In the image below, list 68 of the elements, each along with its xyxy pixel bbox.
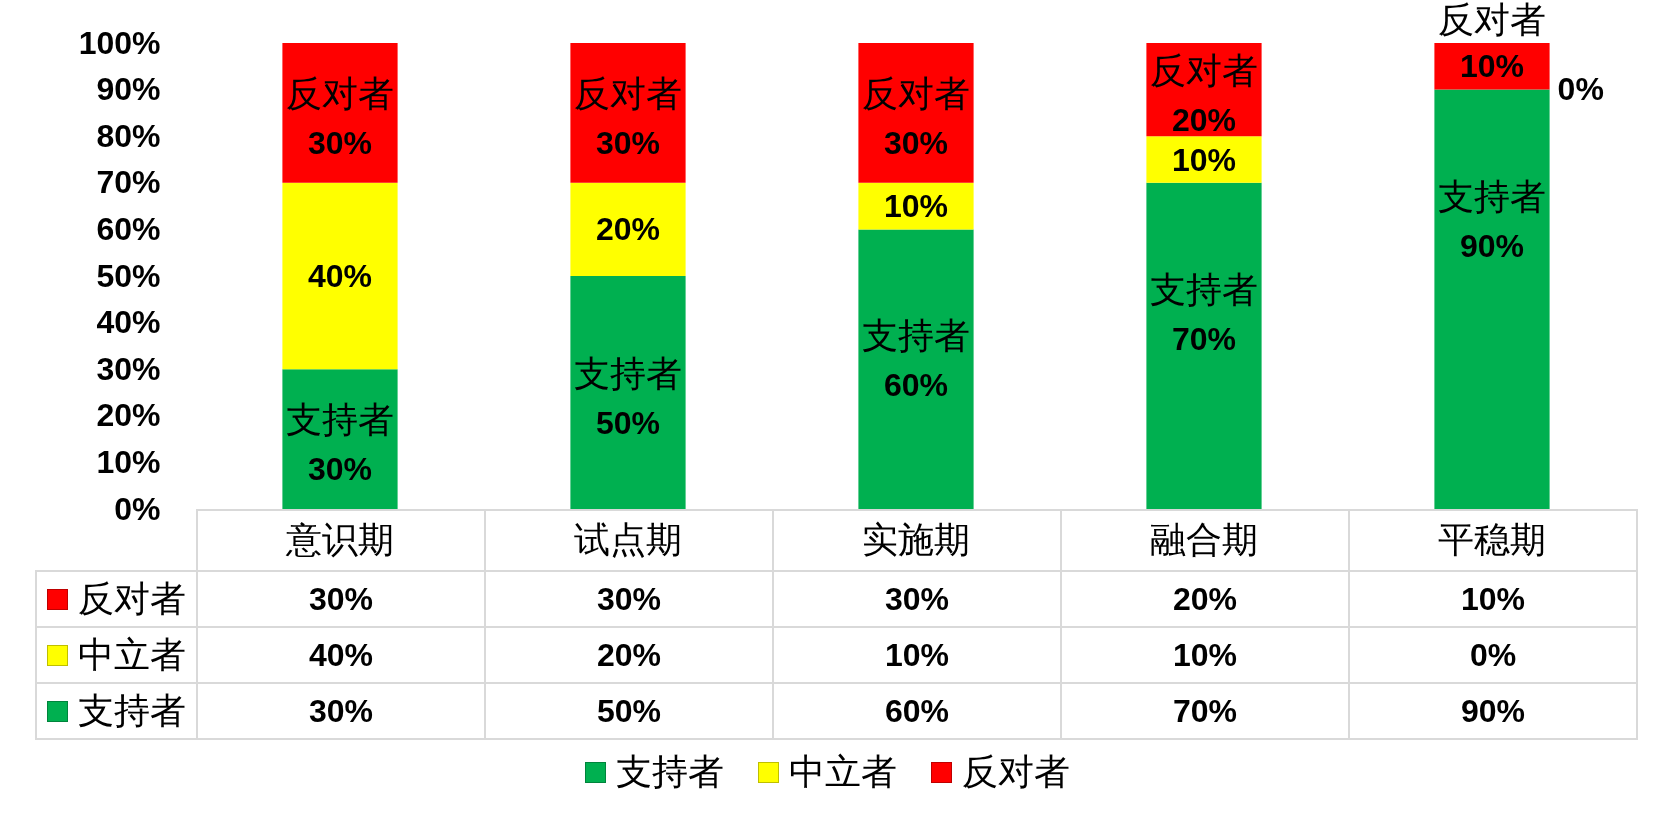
legend-label: 中立者 xyxy=(78,633,186,675)
text: 20% xyxy=(595,211,661,248)
annotation: 反对者 xyxy=(574,72,682,114)
annotation: 反对者 xyxy=(1150,49,1258,91)
data-label: 60% xyxy=(884,692,950,729)
y-tick-label: 20% xyxy=(96,397,161,434)
data-label: 40% xyxy=(308,636,374,673)
data-label: 10% xyxy=(884,636,950,673)
annotation: 支持者 xyxy=(1438,175,1546,217)
data-label: 10% xyxy=(1460,580,1526,617)
y-tick-label: 60% xyxy=(96,210,161,247)
text: 20% xyxy=(1171,101,1237,138)
text: 反对者 xyxy=(961,751,1070,792)
text: 10% xyxy=(1171,141,1237,178)
text: 0% xyxy=(1557,70,1604,107)
annotation: 支持者 xyxy=(574,352,682,394)
data-label: 10% xyxy=(1172,636,1238,673)
y-tick-label: 40% xyxy=(96,304,161,341)
text: 70% xyxy=(1171,320,1237,357)
text: 60% xyxy=(883,367,949,404)
data-label: 50% xyxy=(596,692,662,729)
y-tick-label: 10% xyxy=(96,443,161,480)
y-tick-label: 0% xyxy=(114,490,161,527)
text: 30% xyxy=(595,124,661,161)
text: 40% xyxy=(307,258,373,294)
y-tick-label: 50% xyxy=(96,257,161,294)
bar xyxy=(282,182,398,370)
y-tick-label: 30% xyxy=(96,350,161,387)
x-tick-label: 试点期 xyxy=(574,518,682,560)
data-label: 30% xyxy=(884,580,950,617)
bar xyxy=(1434,89,1550,509)
bar xyxy=(858,229,974,509)
annotation: 反对者 xyxy=(286,72,394,114)
annotation: 反对者 xyxy=(862,72,970,114)
data-label: 20% xyxy=(1172,580,1238,617)
text: 10% xyxy=(1459,48,1525,85)
data-label: 30% xyxy=(596,580,662,617)
x-tick-label: 实施期 xyxy=(862,518,970,560)
text: 30% xyxy=(307,124,373,161)
data-label: 90% xyxy=(1460,692,1526,729)
data-label: 30% xyxy=(308,692,374,729)
text: 90% xyxy=(1459,227,1525,264)
bar xyxy=(570,276,686,509)
x-tick-label: 融合期 xyxy=(1150,518,1258,560)
data-label: 0% xyxy=(1469,636,1517,673)
text: 中立者 xyxy=(788,751,897,792)
bar xyxy=(570,182,686,276)
annotation: 支持者 xyxy=(1150,268,1258,310)
y-tick-label: 70% xyxy=(96,164,161,201)
x-tick-label: 意识期 xyxy=(285,518,394,560)
y-tick-label: 80% xyxy=(96,117,161,154)
annotation: 反对者 xyxy=(1438,0,1546,40)
text: 30% xyxy=(883,124,949,161)
data-label: 30% xyxy=(308,580,374,617)
text: 支持者 xyxy=(615,751,724,792)
text: 30% xyxy=(307,451,373,488)
annotation: 支持者 xyxy=(286,399,394,441)
legend-label: 支持者 xyxy=(78,689,186,731)
text: 50% xyxy=(595,404,661,441)
x-tick-label: 平稳期 xyxy=(1438,518,1546,560)
bar xyxy=(1146,182,1262,509)
text: 10% xyxy=(883,188,949,225)
y-tick-label: 90% xyxy=(96,71,161,108)
y-tick-label: 100% xyxy=(78,24,161,61)
data-label: 20% xyxy=(596,636,662,673)
legend-label: 反对者 xyxy=(78,577,186,619)
data-label: 70% xyxy=(1172,692,1238,729)
annotation: 支持者 xyxy=(862,315,970,357)
